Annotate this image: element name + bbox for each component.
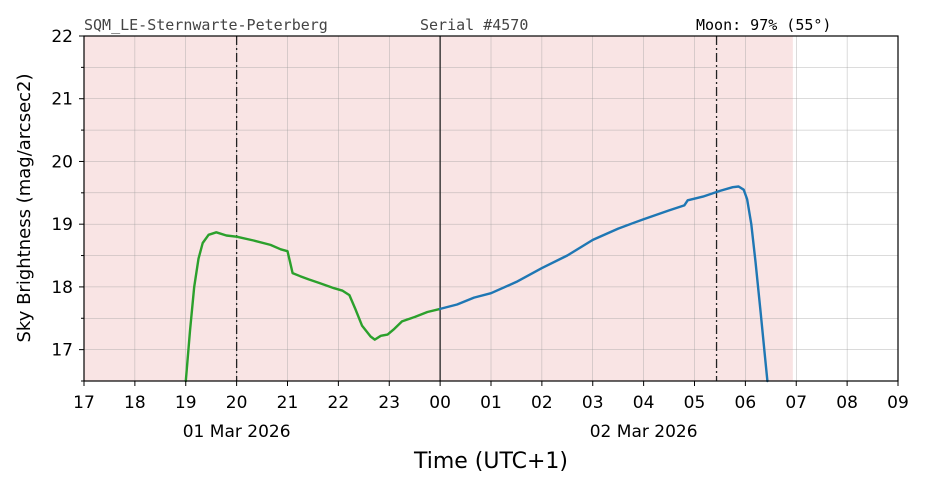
x-tick-label: 19 [175, 393, 197, 413]
brightness-series-2 [438, 185, 769, 383]
date-label: 01 Mar 2026 [183, 422, 291, 442]
x-tick-label: 06 [735, 393, 757, 413]
x-tick-label: 23 [378, 393, 400, 413]
x-tick-label: 00 [429, 393, 451, 413]
moon-info: Moon: 97% (55°) [696, 16, 831, 34]
y-tick-label: 18 [51, 278, 73, 298]
x-tick-label: 17 [73, 393, 95, 413]
x-tick-label: 04 [633, 393, 655, 413]
y-tick-label: 19 [51, 215, 73, 235]
x-tick-label: 20 [226, 393, 248, 413]
x-tick-label: 03 [582, 393, 604, 413]
ticks-layer: 17 18 19 20 21 22 23 00 01 02 03 04 05 06 07 08 09 01 Mar… [51, 27, 908, 442]
y-axis-title: Sky Brightness (mag/arcsec2) [14, 73, 35, 342]
serial-number: Serial #4570 [420, 16, 528, 34]
x-tick-label: 22 [328, 393, 350, 413]
brightness-series-1 [184, 231, 442, 383]
reference-lines-layer [235, 36, 718, 381]
series-layer [184, 185, 769, 383]
x-tick-label: 05 [684, 393, 706, 413]
x-tick-label: 21 [277, 393, 299, 413]
x-tick-label: 08 [836, 393, 858, 413]
x-tick-label: 18 [124, 393, 146, 413]
y-tick-label: 22 [51, 27, 73, 47]
x-tick-label: 07 [785, 393, 807, 413]
y-tick-label: 17 [51, 341, 73, 361]
x-axis-title: Time (UTC+1) [413, 449, 568, 474]
y-tick-label: 21 [51, 90, 73, 110]
x-tick-label: 02 [531, 393, 553, 413]
y-tick-label: 20 [51, 152, 73, 172]
station-name: SQM_LE-Sternwarte-Peterberg [84, 16, 328, 34]
date-label: 02 Mar 2026 [590, 422, 698, 442]
x-tick-label: 09 [887, 393, 909, 413]
x-tick-label: 01 [480, 393, 502, 413]
